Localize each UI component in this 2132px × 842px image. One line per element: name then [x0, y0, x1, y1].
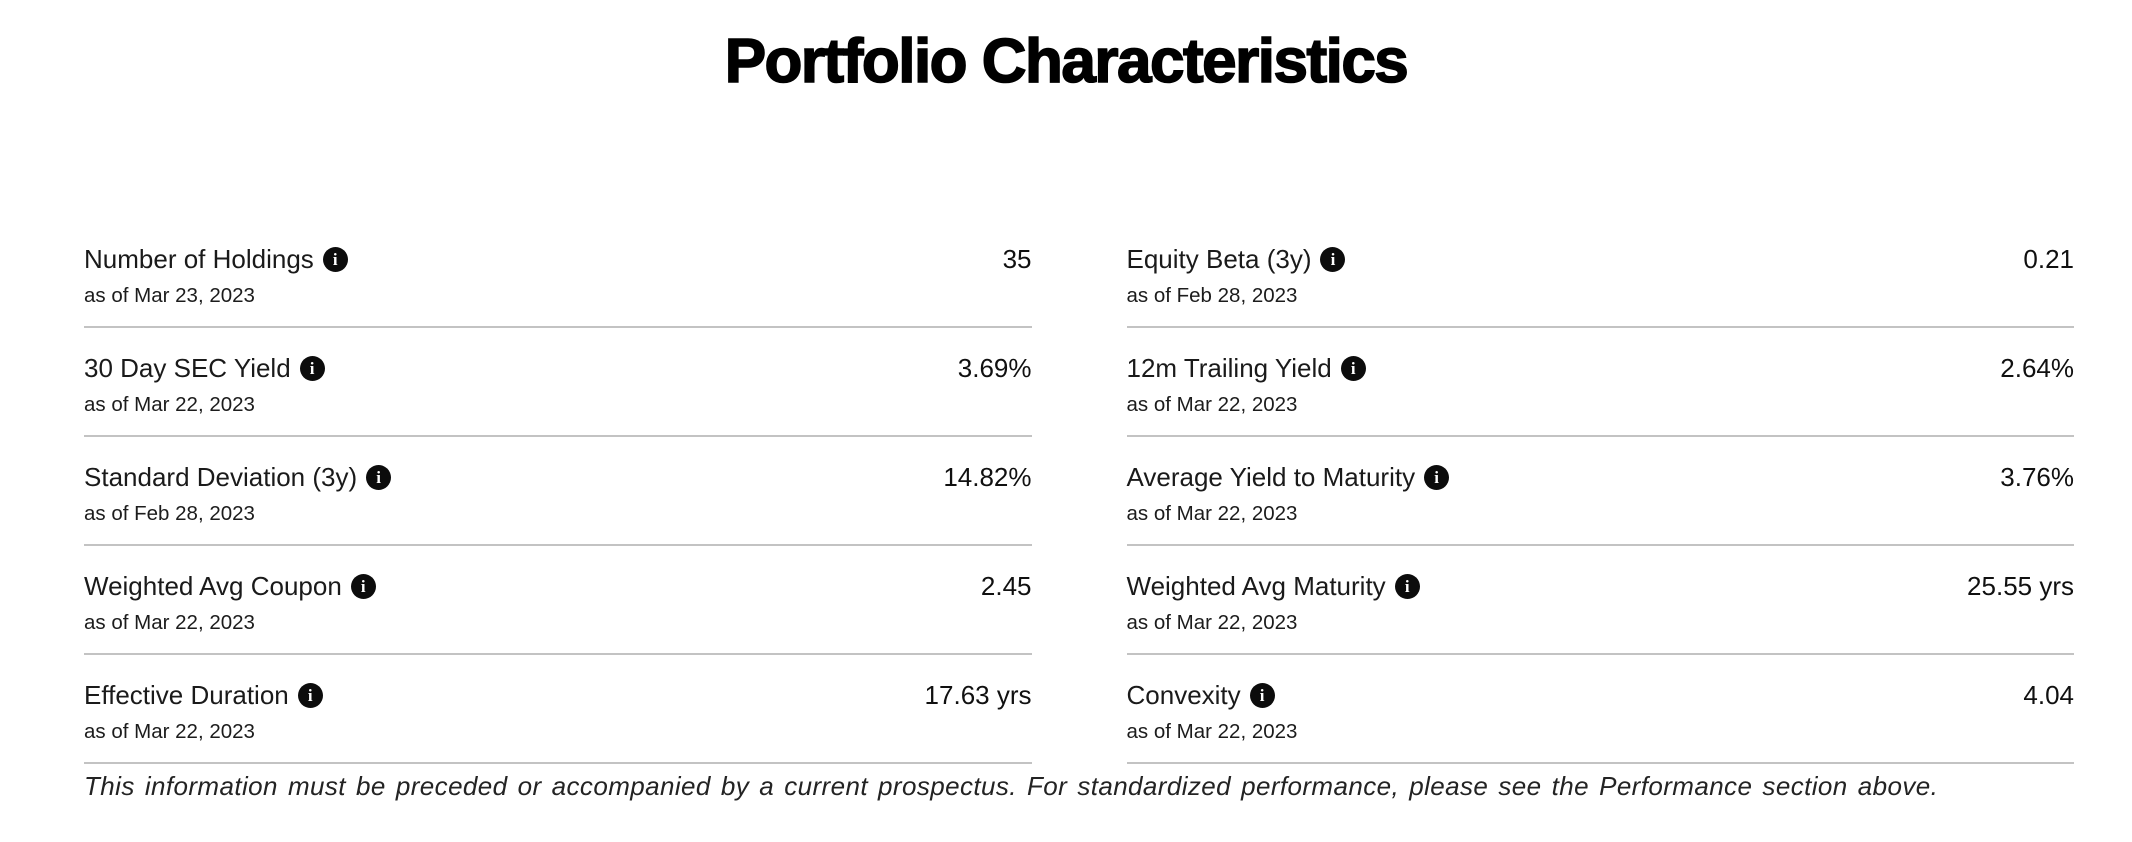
metric-30-day-sec-yield: 30 Day SEC Yield i 3.69% as of Mar 22, 2…	[84, 328, 1032, 437]
metric-label: 30 Day SEC Yield	[84, 353, 291, 383]
metric-label: Weighted Avg Maturity	[1126, 571, 1386, 601]
metric-12m-trailing-yield: 12m Trailing Yield i 2.64% as of Mar 22,…	[1126, 328, 2074, 437]
metric-equity-beta-3y: Equity Beta (3y) i 0.21 as of Feb 28, 20…	[1126, 219, 2074, 328]
info-icon[interactable]: i	[299, 355, 325, 381]
metric-weighted-avg-coupon: Weighted Avg Coupon i 2.45 as of Mar 22,…	[84, 546, 1032, 655]
metric-value: 4.04	[2023, 680, 2074, 710]
metric-convexity: Convexity i 4.04 as of Mar 22, 2023	[1126, 655, 2074, 764]
metric-weighted-avg-maturity: Weighted Avg Maturity i 25.55 yrs as of …	[1126, 546, 2074, 655]
metric-as-of-date: as of Mar 22, 2023	[1126, 393, 1298, 416]
metric-as-of-date: as of Mar 22, 2023	[84, 720, 255, 743]
metric-label: Equity Beta (3y)	[1126, 244, 1312, 274]
info-icon[interactable]: i	[366, 464, 392, 490]
info-icon[interactable]: i	[1424, 464, 1450, 490]
metric-value: 0.21	[2023, 244, 2074, 274]
info-icon[interactable]: i	[322, 246, 348, 272]
info-icon[interactable]: i	[1249, 682, 1275, 708]
metric-as-of-date: as of Feb 28, 2023	[1126, 284, 1298, 307]
metrics-grid: Number of Holdings i 35 as of Mar 23, 20…	[0, 219, 2132, 764]
metric-as-of-date: as of Mar 22, 2023	[1126, 611, 1298, 634]
metric-value: 2.45	[980, 571, 1032, 601]
metric-average-yield-to-maturity: Average Yield to Maturity i 3.76% as of …	[1126, 437, 2074, 546]
info-icon[interactable]: i	[1320, 246, 1346, 272]
metric-label: Average Yield to Maturity	[1126, 462, 1416, 492]
metric-as-of-date: as of Mar 22, 2023	[84, 393, 255, 416]
metric-as-of-date: as of Mar 22, 2023	[1126, 720, 1298, 743]
metric-value: 35	[1002, 244, 1032, 274]
metric-value: 14.82%	[943, 462, 1032, 492]
metric-label: 12m Trailing Yield	[1126, 353, 1332, 383]
metric-value: 17.63 yrs	[924, 680, 1032, 710]
metric-as-of-date: as of Mar 22, 2023	[1126, 502, 1298, 525]
page-title: Portfolio Characteristics	[724, 26, 1410, 97]
info-icon[interactable]: i	[350, 573, 376, 599]
metric-effective-duration: Effective Duration i 17.63 yrs as of Mar…	[84, 655, 1032, 764]
info-icon[interactable]: i	[1340, 355, 1366, 381]
metric-value: 3.69%	[957, 353, 1032, 383]
metric-label: Standard Deviation (3y)	[84, 462, 358, 492]
metric-as-of-date: as of Feb 28, 2023	[84, 502, 255, 525]
metric-label: Number of Holdings	[84, 244, 314, 274]
metric-number-of-holdings: Number of Holdings i 35 as of Mar 23, 20…	[84, 219, 1032, 328]
metric-as-of-date: as of Mar 22, 2023	[84, 611, 255, 634]
metric-value: 2.64%	[2000, 353, 2074, 383]
info-icon[interactable]: i	[1394, 573, 1420, 599]
metric-label: Convexity	[1126, 680, 1241, 710]
metric-label: Weighted Avg Coupon	[84, 571, 342, 601]
metric-standard-deviation-3y: Standard Deviation (3y) i 14.82% as of F…	[84, 437, 1032, 546]
info-icon[interactable]: i	[297, 682, 323, 708]
metric-value: 3.76%	[2000, 462, 2074, 492]
prospectus-disclaimer: This information must be preceded or acc…	[84, 771, 1939, 801]
metric-as-of-date: as of Mar 23, 2023	[84, 284, 255, 307]
metric-value: 25.55 yrs	[1967, 571, 2074, 601]
metric-label: Effective Duration	[84, 680, 289, 710]
